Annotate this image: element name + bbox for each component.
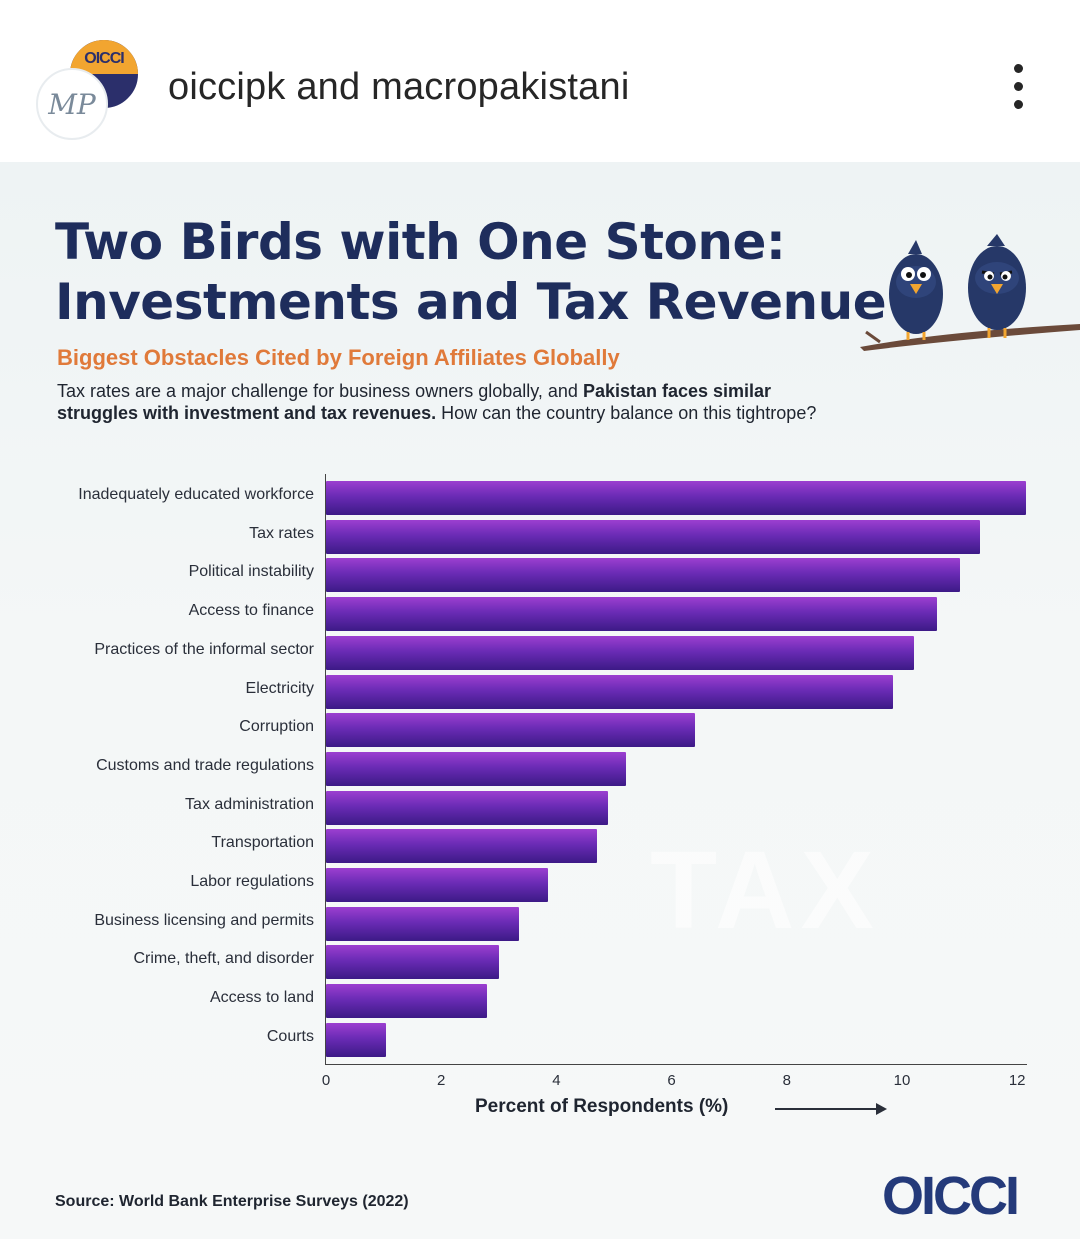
author-handle-joiner: and [296,66,361,108]
tax-watermark: TAX [650,829,880,952]
category-label: Corruption [239,718,314,736]
bar [326,597,937,632]
category-label: Transportation [211,834,314,852]
x-axis-line [325,1064,1027,1065]
oicci-logo: OICCI [882,1166,1020,1226]
infographic-title: Two Birds with One Stone: Investments an… [55,212,887,332]
bar [326,984,488,1019]
category-label: Business licensing and permits [94,911,314,929]
description-text-2: How can the country balance on this tigh… [436,403,817,423]
birds-on-branch-illustration [860,234,1080,351]
category-label: Practices of the informal sector [94,640,314,658]
infographic: TAX Two Birds with One Stone: Investment… [0,162,1080,1239]
x-tick-label: 10 [893,1072,911,1089]
bar [326,945,499,980]
category-label: Political instability [188,563,314,581]
bar [326,481,1026,515]
category-label: Tax rates [249,524,314,542]
post-header: OICCI MP oiccipk and macropakistani [0,0,1080,162]
description-text-1: Tax rates are a major challenge for busi… [57,381,583,401]
x-tick-label: 0 [321,1072,331,1089]
bar [326,519,980,554]
source-citation: Source: World Bank Enterprise Surveys (2… [55,1193,409,1210]
category-label: Labor regulations [190,873,314,890]
category-label: Tax administration [185,795,314,813]
bar [326,558,960,593]
title-line-2: Investments and Tax Revenue [55,273,887,331]
category-label: Access to finance [188,602,314,620]
post-author-handles: oiccipk and macropakistani [168,66,629,109]
infographic-subtitle: Biggest Obstacles Cited by Foreign Affil… [57,345,620,370]
author-handle-macropakistani[interactable]: macropakistani [371,66,630,108]
obstacles-bar-chart: Percent of Respondents (%) Inadequately … [0,162,1080,1239]
arrow-right-icon [775,1103,887,1115]
avatar-monogram: MP [48,87,96,121]
category-label: Customs and trade regulations [96,756,314,774]
bar [326,868,548,902]
bar [326,713,695,748]
x-tick-label: 12 [1008,1072,1026,1089]
x-axis-label: Percent of Respondents (%) [475,1096,729,1117]
bar [326,829,597,864]
bar [326,906,519,941]
description-highlight: Pakistan faces similar struggles with in… [57,381,772,423]
bar [326,790,609,825]
category-label: Inadequately educated workforce [78,486,314,503]
bar [326,674,894,709]
x-tick-label: 8 [782,1072,791,1089]
bar [326,751,626,786]
bar [326,1022,387,1057]
title-line-1: Two Birds with One Stone: [55,213,786,271]
x-tick-label: 4 [552,1072,561,1089]
category-label: Electricity [245,679,314,697]
macropakistani-avatar[interactable]: MP [36,68,108,140]
x-tick-label: 2 [437,1072,446,1089]
x-tick-label: 6 [667,1072,676,1089]
bar [326,635,914,670]
infographic-description: Tax rates are a major challenge for busi… [57,380,817,424]
category-label: Crime, theft, and disorder [133,950,314,968]
category-label: Courts [266,1027,314,1045]
avatar-logo-text: OICCI [84,50,124,67]
y-axis-line [325,474,326,1064]
more-options-icon[interactable] [1004,64,1032,114]
category-label: Access to land [209,989,314,1007]
author-handle-oiccipk[interactable]: oiccipk [168,66,286,108]
